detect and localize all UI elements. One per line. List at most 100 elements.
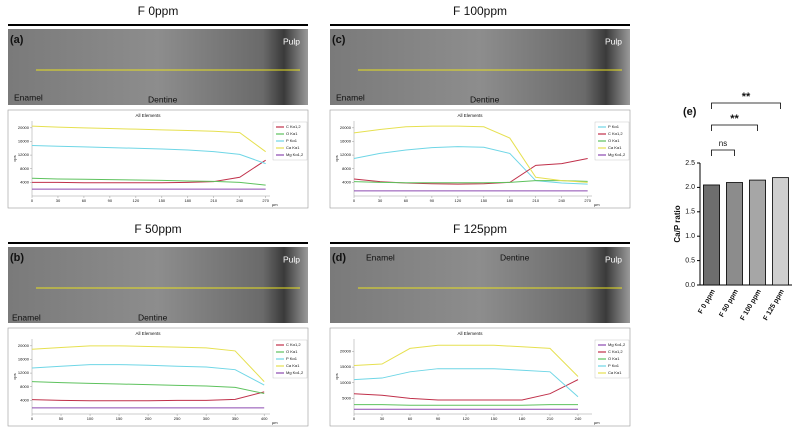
y-axis-label: cps xyxy=(12,373,17,379)
series-line xyxy=(31,364,265,386)
sem-image xyxy=(8,247,308,323)
y-tick-label: 0.0 xyxy=(685,282,695,289)
y-tick-label: 16000 xyxy=(340,139,352,144)
x-tick-label: F 0 ppm xyxy=(697,288,716,315)
y-axis-label: Ca/P ratio xyxy=(673,205,682,242)
y-tick-label: 16000 xyxy=(18,357,30,362)
y-tick-label: 2.0 xyxy=(685,184,695,191)
significance-bracket xyxy=(711,124,758,131)
legend-frame xyxy=(594,121,630,161)
series-line xyxy=(32,159,266,184)
image-label: Pulp xyxy=(605,254,622,264)
x-tick-label: F 50 ppm xyxy=(718,288,739,318)
y-tick-label: 1.5 xyxy=(685,209,695,216)
significance-bracket xyxy=(711,102,781,109)
sem-image xyxy=(330,247,630,323)
legend-label: O Kα1 xyxy=(286,349,298,354)
series-line xyxy=(353,180,588,184)
y-tick-label: 20000 xyxy=(18,125,30,130)
x-tick-label: 270 xyxy=(584,198,591,203)
x-tick-label: 240 xyxy=(575,416,582,421)
x-tick-label: 250 xyxy=(174,416,181,421)
x-tick-label: 240 xyxy=(236,198,243,203)
image-label: Pulp xyxy=(283,254,300,264)
image-label: Dentine xyxy=(148,94,178,104)
y-tick-label: 15000 xyxy=(340,364,352,369)
x-tick-label: 100 xyxy=(87,416,94,421)
legend-label: Mg Kα1,2 xyxy=(286,370,304,375)
x-tick-label: 300 xyxy=(203,416,210,421)
legend-frame xyxy=(594,339,630,379)
legend-label: O Kα1 xyxy=(286,131,298,136)
x-tick-label: 30 xyxy=(56,198,61,203)
x-tick-label: 400 xyxy=(261,416,268,421)
series-line xyxy=(31,381,265,395)
significance-bracket xyxy=(711,149,735,156)
x-tick-label: 350 xyxy=(232,416,239,421)
series-line xyxy=(353,146,588,185)
bar xyxy=(703,184,720,286)
series-line xyxy=(31,391,265,402)
chart-frame xyxy=(7,327,309,427)
legend-label: O Kα1 xyxy=(608,356,620,361)
y-tick-label: 20000 xyxy=(340,125,352,130)
x-axis-label: µm xyxy=(272,202,278,207)
chart-subtitle: All Elements xyxy=(135,331,161,336)
series-line xyxy=(31,145,266,165)
series-line xyxy=(31,177,266,186)
x-tick-label: F 100 ppm xyxy=(739,288,762,321)
image-label: Dentine xyxy=(470,94,500,104)
legend-label: P Kα1 xyxy=(608,124,620,129)
legend-label: C Kα1,2 xyxy=(608,131,623,136)
y-tick-label: 12000 xyxy=(18,152,30,157)
y-tick-label: 0.5 xyxy=(685,257,695,264)
legend-label: Mg Kα1,2 xyxy=(286,152,304,157)
y-tick-label: 1.0 xyxy=(685,233,695,240)
chart-subtitle: All Elements xyxy=(457,331,483,336)
y-tick-label: 2.5 xyxy=(685,160,695,167)
image-label: Dentine xyxy=(500,252,530,262)
x-tick-label: 180 xyxy=(519,416,526,421)
image-label: Dentine xyxy=(138,312,168,322)
x-tick-label: 180 xyxy=(184,198,191,203)
y-tick-label: 16000 xyxy=(18,139,30,144)
bar xyxy=(749,179,766,286)
panel-title: F 50ppm xyxy=(134,222,181,236)
legend-label: C Kα1,2 xyxy=(286,124,301,129)
legend-label: Ca Kα1 xyxy=(608,370,622,375)
panel-title: F 100ppm xyxy=(453,4,507,18)
x-tick-label: 60 xyxy=(404,198,409,203)
series-line xyxy=(353,379,579,401)
image-label: Enamel xyxy=(336,92,365,102)
chart-frame xyxy=(7,109,309,209)
panel-label: (e) xyxy=(683,106,697,118)
chart-subtitle: All Elements xyxy=(135,113,161,118)
y-tick-label: 10000 xyxy=(340,380,352,385)
x-tick-label: 50 xyxy=(59,416,64,421)
x-tick-label: 210 xyxy=(547,416,554,421)
y-tick-label: 4000 xyxy=(342,179,352,184)
x-tick-label: 210 xyxy=(210,198,217,203)
bar xyxy=(726,182,743,286)
legend-label: P Kα1 xyxy=(608,363,620,368)
legend-frame xyxy=(272,121,308,161)
sem-image xyxy=(330,29,630,105)
x-tick-label: 60 xyxy=(82,198,87,203)
legend-label: Ca Kα1 xyxy=(286,363,300,368)
y-tick-label: 4000 xyxy=(20,179,30,184)
series-line xyxy=(31,345,265,382)
image-label: Pulp xyxy=(283,36,300,46)
legend-label: Mg Kα1,2 xyxy=(608,342,626,347)
series-line xyxy=(354,404,578,406)
legend-label: Ca Kα1 xyxy=(608,145,622,150)
x-tick-label: 30 xyxy=(378,198,383,203)
x-axis-label: µm xyxy=(594,420,600,425)
legend-label: P Kα1 xyxy=(286,138,298,143)
x-tick-label: 150 xyxy=(158,198,165,203)
x-axis-label: µm xyxy=(272,420,278,425)
y-tick-label: 20000 xyxy=(340,349,352,354)
series-line xyxy=(353,125,588,183)
x-tick-label: 150 xyxy=(480,198,487,203)
x-tick-label: 240 xyxy=(558,198,565,203)
